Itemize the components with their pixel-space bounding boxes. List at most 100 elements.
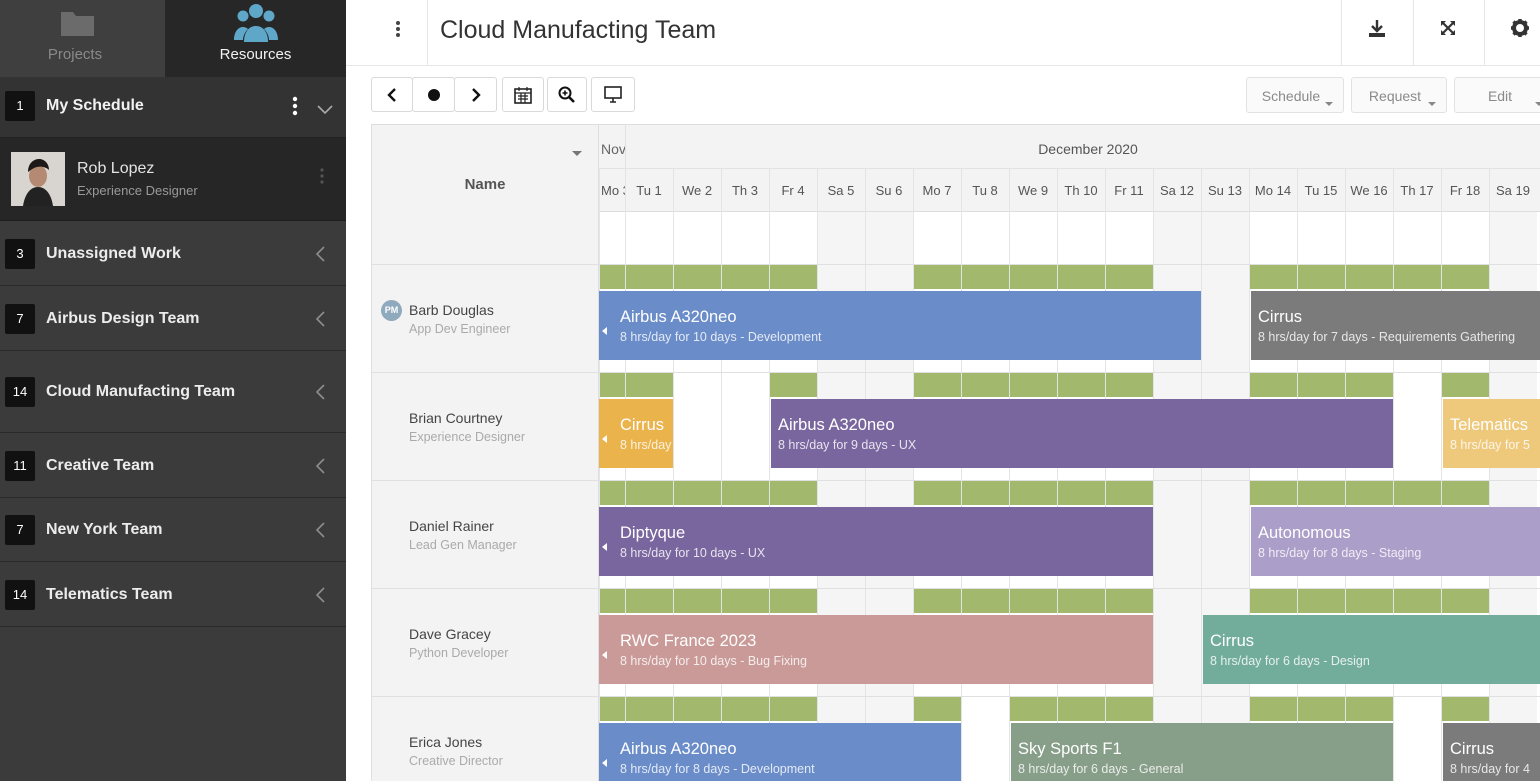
dropdown-menu[interactable]: Request xyxy=(1351,77,1447,113)
day-label: Th 10 xyxy=(1064,183,1098,198)
availability-block xyxy=(1442,589,1489,613)
count-badge: 7 xyxy=(5,303,35,334)
booking-bar[interactable]: Cirrus 8 hrs/day xyxy=(599,399,673,468)
my-schedule-row[interactable] xyxy=(0,77,346,138)
menu-dots[interactable] xyxy=(292,96,298,121)
booking-bar[interactable]: Diptyque 8 hrs/day for 10 days - UX xyxy=(599,507,1153,576)
availability-block xyxy=(600,589,625,613)
day-label: We 9 xyxy=(1017,183,1049,198)
icon xyxy=(61,12,94,36)
availability-block xyxy=(626,589,673,613)
booking-title: RWC France 2023 xyxy=(620,632,757,650)
booking-detail: 8 hrs/day for 6 days - General xyxy=(1018,762,1184,776)
day-label: Su 13 xyxy=(1208,183,1242,198)
dropdown-menu[interactable]: Schedule xyxy=(1246,77,1344,113)
settings-button[interactable] xyxy=(1511,19,1529,42)
resource-role: Creative Director xyxy=(409,754,503,768)
tab-label: Resources xyxy=(219,46,292,63)
availability-block xyxy=(770,373,817,397)
day-label: Fr 11 xyxy=(1114,183,1144,198)
header-top-border xyxy=(371,124,1540,125)
toolbar-button[interactable] xyxy=(591,77,635,112)
day-divider xyxy=(769,168,770,781)
icon xyxy=(315,245,325,262)
separator xyxy=(1341,0,1342,66)
day-label: Fr 18 xyxy=(1449,183,1481,198)
booking-bar[interactable]: Cirrus 8 hrs/day for 4 xyxy=(1443,723,1540,781)
booking-bar[interactable]: Airbus A320neo 8 hrs/day for 10 days - De… xyxy=(599,291,1201,360)
icon xyxy=(1441,21,1455,35)
booking-title: Cirrus xyxy=(1450,740,1494,758)
day-label: Mo 7 xyxy=(922,183,952,198)
availability-block xyxy=(600,697,625,721)
team-row[interactable] xyxy=(0,562,346,627)
header xyxy=(346,0,1540,66)
booking-bar[interactable]: Telematics 8 hrs/day for 5 xyxy=(1443,399,1540,468)
month-divider xyxy=(625,124,626,168)
toolbar-button[interactable] xyxy=(454,77,497,112)
icon xyxy=(427,88,440,101)
icon xyxy=(11,152,65,206)
toolbar-button[interactable] xyxy=(502,77,544,112)
availability-block xyxy=(770,589,817,613)
icon xyxy=(1369,20,1385,37)
booking-bar[interactable]: RWC France 2023 8 hrs/day for 10 days - B… xyxy=(599,615,1153,684)
availability-block xyxy=(722,697,769,721)
booking-title: Airbus A320neo xyxy=(778,416,895,434)
resource-role: Python Developer xyxy=(409,646,509,660)
booking-bar[interactable]: Sky Sports F1 8 hrs/day for 6 days - Gene… xyxy=(1011,723,1393,781)
booking-detail: 8 hrs/day for 5 xyxy=(1450,438,1530,452)
day-label: Th 3 xyxy=(731,183,758,198)
user-role: Experience Designer xyxy=(77,183,198,198)
team-row[interactable] xyxy=(0,221,346,286)
toolbar-button[interactable] xyxy=(412,77,455,112)
resource-name: Brian Courtney xyxy=(409,410,503,426)
icon xyxy=(1535,102,1540,106)
availability-block xyxy=(1250,697,1297,721)
toolbar-button[interactable] xyxy=(371,77,413,112)
booking-detail: 8 hrs/day for 9 days - UX xyxy=(778,438,917,452)
fullscreen-button[interactable] xyxy=(1440,20,1456,41)
day-label: We 2 xyxy=(681,183,713,198)
icon xyxy=(604,85,622,103)
caret xyxy=(1325,93,1333,111)
day-divider xyxy=(961,168,962,781)
availability-block xyxy=(914,373,961,397)
booking-bar[interactable]: Cirrus 8 hrs/day for 6 days - Design xyxy=(1203,615,1540,684)
availability-block xyxy=(1106,697,1153,721)
continue-arrow xyxy=(602,646,607,664)
availability-block xyxy=(722,265,769,289)
day-divider xyxy=(599,168,600,781)
availability-block xyxy=(626,481,673,505)
sidebar: Projects Resources 1 My Schedule Rob Lopez Ex… xyxy=(0,0,346,781)
resource-name: Barb Douglas xyxy=(409,302,494,318)
booking-title: Cirrus xyxy=(1210,632,1254,650)
availability-block xyxy=(1250,481,1297,505)
availability-block xyxy=(1298,373,1345,397)
team-row[interactable] xyxy=(0,498,346,562)
tab[interactable] xyxy=(0,0,165,77)
booking-detail: 8 hrs/day for 6 days - Design xyxy=(1210,654,1370,668)
booking-bar[interactable]: Autonomous 8 hrs/day for 8 days - Staging xyxy=(1251,507,1540,576)
day-divider xyxy=(1249,168,1250,781)
team-row[interactable] xyxy=(0,286,346,351)
availability-block xyxy=(1346,589,1393,613)
availability-block xyxy=(770,265,817,289)
booking-bar[interactable]: Cirrus 8 hrs/day for 7 days - Requirement… xyxy=(1251,291,1540,360)
icon xyxy=(1511,19,1529,37)
booking-title: Autonomous xyxy=(1258,524,1351,542)
availability-block xyxy=(1442,697,1489,721)
count-badge: 7 xyxy=(5,515,35,545)
header-menu[interactable] xyxy=(395,21,401,42)
day-label: Fr 4 xyxy=(781,183,805,198)
booking-bar[interactable]: Airbus A320neo 8 hrs/day for 8 days - Dev… xyxy=(599,723,961,781)
team-row[interactable] xyxy=(0,351,346,433)
download-button[interactable] xyxy=(1368,19,1386,42)
availability-block xyxy=(600,265,625,289)
day-label: Sa 19 xyxy=(1496,183,1530,198)
booking-bar[interactable]: Airbus A320neo 8 hrs/day for 9 days - UX xyxy=(771,399,1393,468)
team-row[interactable] xyxy=(0,433,346,498)
dropdown-menu[interactable]: Edit xyxy=(1454,77,1540,113)
toolbar-button[interactable] xyxy=(547,77,587,112)
chevron xyxy=(315,310,327,332)
